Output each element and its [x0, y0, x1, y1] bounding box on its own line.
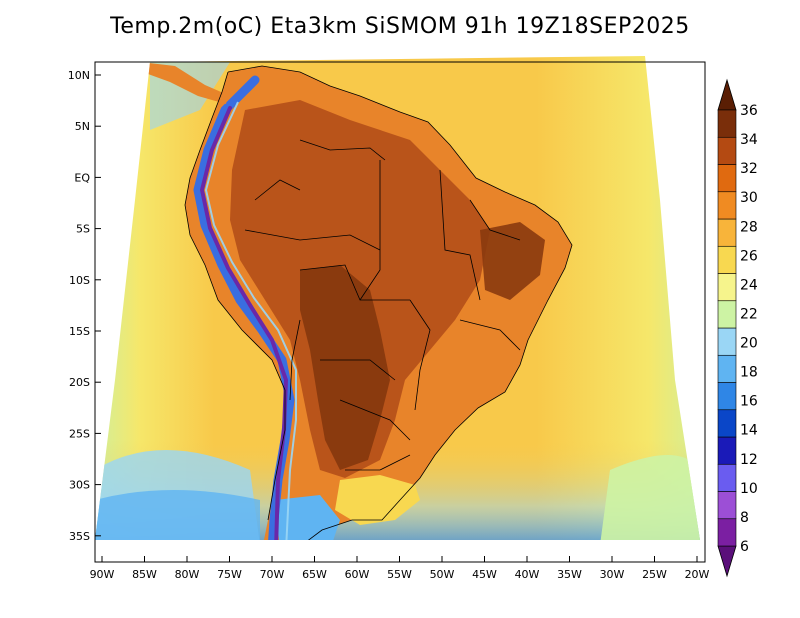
colorbar-label: 22	[740, 306, 758, 322]
lon-tick-label: 35W	[557, 568, 582, 581]
lat-tick-label: 10S	[69, 274, 90, 287]
lon-tick-label: 85W	[132, 568, 157, 581]
colorbar-segment	[717, 164, 737, 193]
lat-tick-label: 35S	[69, 530, 90, 543]
central-america-land	[140, 62, 228, 104]
colorbar-label: 28	[740, 219, 758, 235]
colorbar-segment	[717, 327, 737, 356]
lat-tick-label: 30S	[69, 479, 90, 492]
lat-tick-label: 5S	[76, 223, 90, 236]
patagonia-cool-zone	[275, 495, 340, 540]
colorbar-label: 8	[740, 510, 749, 526]
lon-tick-label: 45W	[472, 568, 497, 581]
colorbar-over-arrow	[717, 78, 737, 111]
colorbar-label: 36	[740, 103, 758, 119]
colorbar-label: 32	[740, 161, 758, 177]
colorbar-label: 10	[740, 481, 758, 497]
northeast-hot-zone	[480, 222, 545, 300]
colorbar-segment	[717, 273, 737, 302]
lat-tick-label: 20S	[69, 376, 90, 389]
lon-tick-label: 20W	[685, 568, 710, 581]
lat-tick-label: 10N	[68, 69, 90, 82]
colorbar-label: 30	[740, 190, 758, 206]
longitude-axis: 90W 85W 80W 75W 70W 65W 60W 55W 50W 45W 40W 35W 30W 2…	[90, 556, 710, 581]
colorbar-segment	[717, 382, 737, 411]
colorbar-label: 6	[740, 539, 749, 555]
colorbar-label: 26	[740, 248, 758, 264]
colorbar-segment	[717, 463, 737, 492]
lon-tick-label: 75W	[217, 568, 242, 581]
colorbar-segment	[717, 436, 737, 465]
lon-tick-label: 60W	[345, 568, 370, 581]
colorbar-segment	[717, 409, 737, 438]
lat-tick-label: 5N	[75, 120, 90, 133]
interior-very-hot-zone	[300, 265, 390, 470]
colorbar-segment	[717, 300, 737, 329]
colorbar-segment	[717, 218, 737, 247]
lat-tick-label: 15S	[69, 325, 90, 338]
lon-tick-label: 25W	[642, 568, 667, 581]
lon-tick-label: 30W	[600, 568, 625, 581]
lat-tick-label: EQ	[74, 171, 90, 184]
colorbar-label: 20	[740, 336, 758, 352]
andes-blue-margin	[204, 101, 297, 540]
political-boundaries	[184, 65, 573, 540]
colorbar-label: 18	[740, 365, 758, 381]
colorbar: 6 8 10 12 14 16 18 20 22 24 26 28 30 32 34 36	[717, 78, 758, 578]
colorbar-segment	[717, 354, 737, 383]
colorbar-label: 16	[740, 394, 758, 410]
colorbar-segment	[717, 518, 737, 547]
lon-tick-label: 50W	[430, 568, 455, 581]
lon-tick-label: 90W	[90, 568, 115, 581]
colorbar-segment	[717, 245, 737, 274]
latitude-axis: 10N 5N EQ 5S 10S 15S 20S 25S 30S 35S	[68, 69, 101, 543]
colorbar-label: 12	[740, 452, 758, 468]
lon-tick-label: 55W	[387, 568, 412, 581]
colorbar-segment	[717, 109, 737, 138]
colorbar-segment	[717, 491, 737, 520]
lat-tick-label: 25S	[69, 427, 90, 440]
colorbar-label: 34	[740, 132, 758, 148]
colorbar-segment	[717, 136, 737, 165]
temperature-field	[95, 56, 700, 540]
southern-cool-zone	[335, 475, 420, 525]
atlantic-cool-patch	[600, 455, 700, 540]
colorbar-segment	[717, 191, 737, 220]
colorbar-label: 14	[740, 423, 758, 439]
pacific-colder-patch	[95, 490, 260, 540]
map-title: Temp.2m(oC) Eta3km SiSMOM 91h 19Z18SEP20…	[110, 14, 690, 39]
colorbar-label: 24	[740, 277, 758, 293]
lon-tick-label: 70W	[260, 568, 285, 581]
lon-tick-label: 40W	[515, 568, 540, 581]
lon-tick-label: 80W	[175, 568, 200, 581]
lon-tick-label: 65W	[302, 568, 327, 581]
colorbar-under-arrow	[717, 545, 737, 578]
